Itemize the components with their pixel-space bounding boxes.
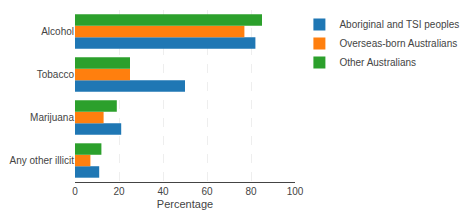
svg-text:Marijuana: Marijuana	[30, 112, 74, 123]
svg-text:80: 80	[245, 186, 257, 197]
svg-text:0: 0	[72, 186, 78, 197]
svg-text:Percentage: Percentage	[157, 198, 213, 210]
svg-text:Aboriginal and TSI peoples: Aboriginal and TSI peoples	[339, 19, 459, 30]
svg-text:Other Australians: Other Australians	[339, 57, 416, 68]
svg-text:20: 20	[113, 186, 125, 197]
svg-text:100: 100	[287, 186, 304, 197]
svg-text:60: 60	[201, 186, 213, 197]
svg-text:Overseas-born Australians: Overseas-born Australians	[339, 38, 457, 49]
svg-text:40: 40	[157, 186, 169, 197]
svg-text:Any other illicit: Any other illicit	[10, 155, 75, 166]
svg-text:Tobacco: Tobacco	[37, 69, 75, 80]
svg-text:Alcohol: Alcohol	[41, 26, 74, 37]
